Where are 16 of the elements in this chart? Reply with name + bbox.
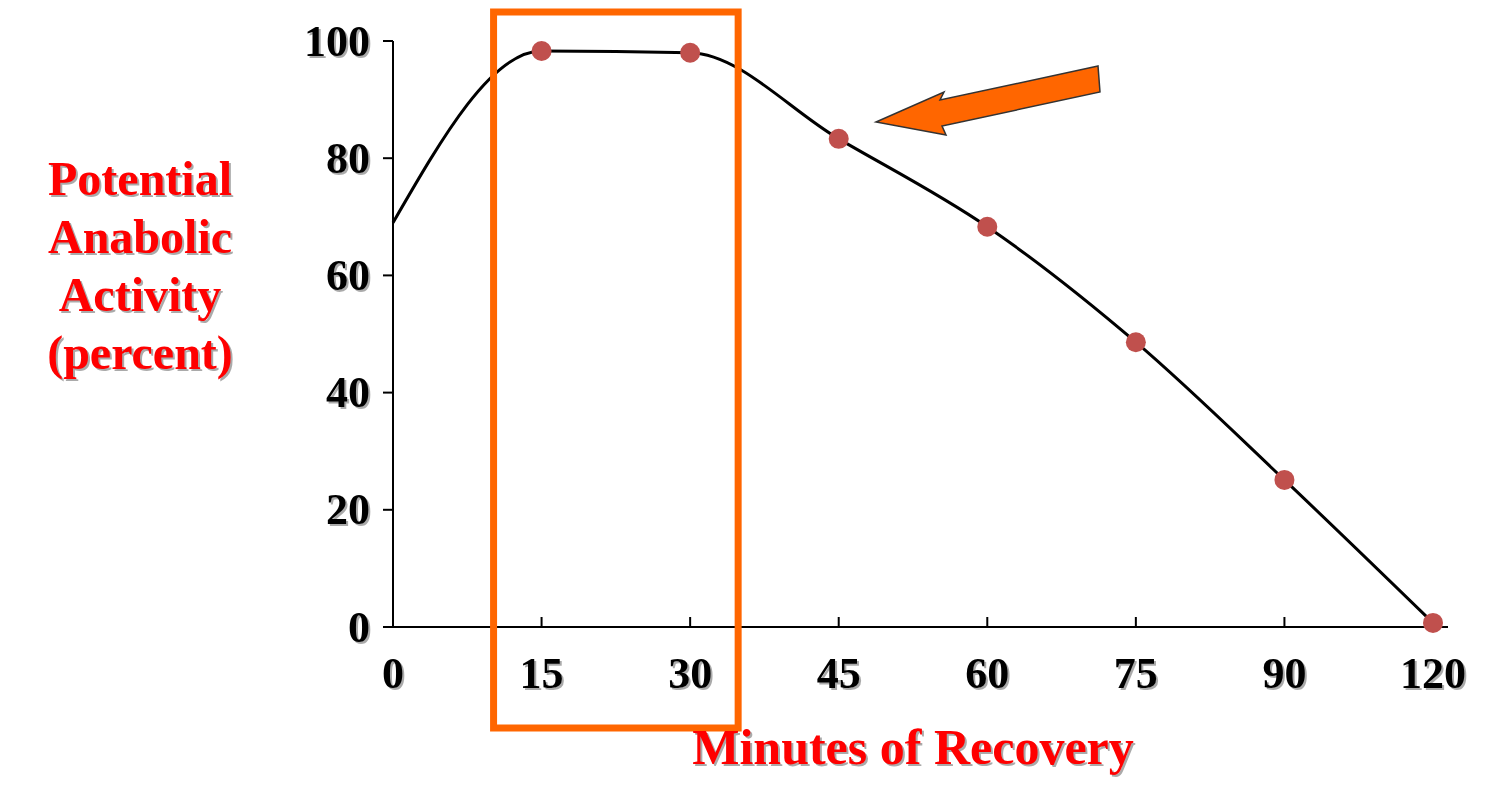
x-tick-label: 30 (668, 649, 713, 698)
x-tick-label: 15 (519, 649, 564, 698)
x-tick-label: 45 (816, 649, 861, 698)
x-axis-title: Minutes of Recovery (692, 719, 1134, 775)
x-tick-label: 90 (1262, 649, 1307, 698)
x-tick-label: 0 (382, 649, 404, 698)
y-axis-title: Potential Anabolic Activity (percent) (47, 152, 233, 380)
y-tick-label: 80 (326, 133, 370, 183)
y-tick-label: 20 (326, 485, 370, 535)
y-tick-label: 60 (326, 250, 370, 300)
y-tick-label: 40 (326, 368, 370, 418)
x-tick-label: 60 (965, 649, 1010, 698)
x-tick-label: 75 (1113, 649, 1158, 698)
x-tick-label: 120 (1400, 649, 1466, 698)
y-tick-label: 100 (304, 16, 370, 66)
y-tick-label: 0 (348, 602, 370, 652)
